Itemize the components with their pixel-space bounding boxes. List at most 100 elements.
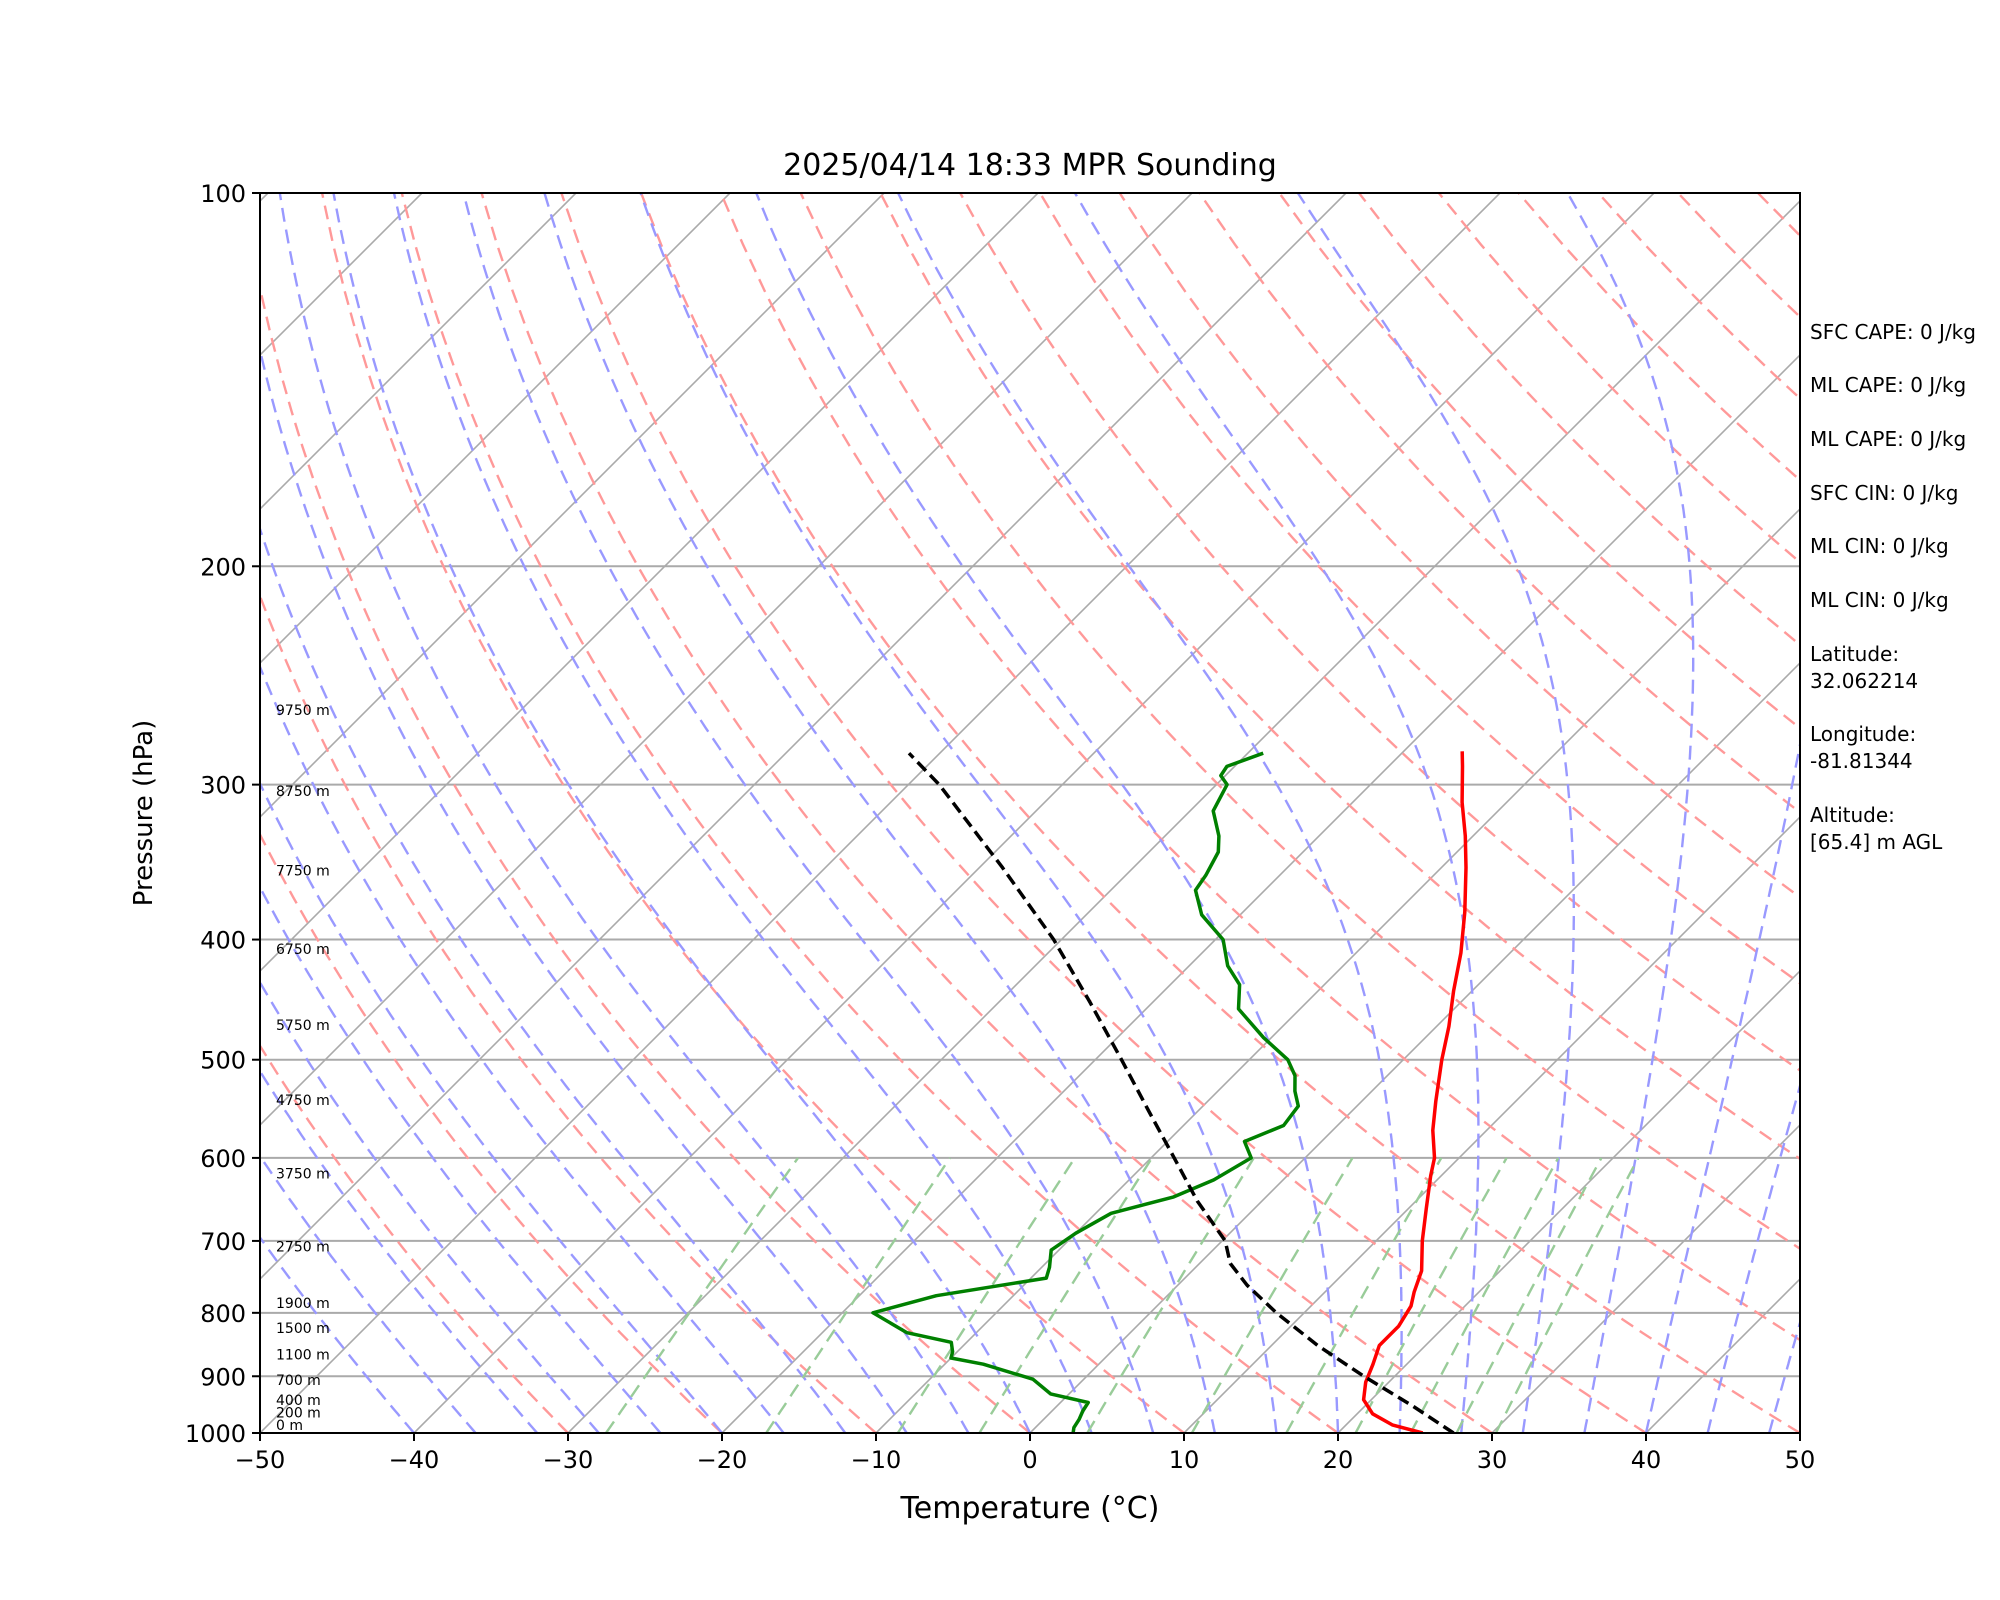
- x-tick-label: −50: [235, 1446, 286, 1474]
- isotherm: [260, 193, 731, 665]
- y-axis-label: Pressure (hPa): [129, 720, 159, 907]
- moist-adiabat: [332, 193, 1032, 1433]
- isotherm: [1183, 815, 1800, 1433]
- isotherm: [1491, 1123, 1800, 1433]
- x-tick-label: −40: [389, 1446, 440, 1474]
- height-label: 3750 m: [276, 1167, 330, 1183]
- x-tick-label: −20: [697, 1446, 748, 1474]
- x-tick-label: 50: [1785, 1446, 1816, 1474]
- dry-adiabat: [480, 193, 1493, 1433]
- ml-cin-text-2: ML CIN: 0 J/kg: [1810, 588, 1949, 612]
- moist-adiabat: [260, 780, 723, 1433]
- dry-adiabat: [260, 282, 1031, 1433]
- moist-adiabat: [1296, 193, 1576, 1433]
- mixing-ratio-line: [978, 1157, 1153, 1433]
- height-label: 9750 m: [276, 703, 330, 719]
- height-label: 1100 m: [276, 1347, 330, 1363]
- height-label: 200 m: [276, 1405, 321, 1421]
- altitude-value: [65.4] m AGL: [1810, 830, 1943, 854]
- series-temperature-line: [1361, 751, 1468, 1433]
- y-tick-label: 300: [200, 772, 246, 800]
- isotherm: [875, 507, 1800, 1433]
- mixing-ratio-line: [896, 1157, 1076, 1433]
- y-tick-label: 500: [200, 1047, 246, 1075]
- moist-adiabat: [278, 193, 970, 1433]
- moist-adiabat: [260, 1235, 415, 1433]
- height-label: 0 m: [276, 1418, 303, 1434]
- dry-adiabat: [260, 1043, 569, 1433]
- moist-adiabat: [260, 1069, 539, 1433]
- moist-adiabat: [392, 193, 1093, 1433]
- isotherm: [413, 193, 1655, 1433]
- mixing-ratio-line: [1494, 1157, 1640, 1433]
- moist-adiabat: [639, 193, 1278, 1433]
- y-tick-label: 200: [200, 553, 246, 581]
- x-tick-label: 30: [1477, 1446, 1508, 1474]
- moist-adiabat: [1768, 1318, 1800, 1433]
- height-label: 1900 m: [276, 1296, 330, 1312]
- y-tick-label: 100: [200, 180, 246, 208]
- latitude-value: 32.062214: [1810, 669, 1918, 693]
- isotherm: [567, 199, 1800, 1433]
- height-label: 5750 m: [276, 1018, 330, 1034]
- isotherm: [1337, 969, 1800, 1433]
- isotherm: [260, 193, 1347, 1281]
- dry-adiabat: [799, 193, 1800, 1251]
- ml-cin-text: ML CIN: 0 J/kg: [1810, 534, 1949, 558]
- y-tick-label: 900: [200, 1363, 246, 1391]
- y-tick-label: 700: [200, 1228, 246, 1256]
- mixing-ratio-line: [1086, 1157, 1255, 1433]
- moist-adiabat: [260, 980, 600, 1433]
- grid-layer: [260, 193, 1800, 1433]
- y-tick-label: 400: [200, 927, 246, 955]
- mixing-ratio-line: [1455, 1157, 1603, 1433]
- sfc-cin-text: SFC CIN: 0 J/kg: [1810, 481, 1958, 505]
- x-tick-label: 10: [1169, 1446, 1200, 1474]
- dry-adiabat: [959, 193, 1800, 1072]
- dry-adiabat: [879, 193, 1800, 1161]
- height-label: 4750 m: [276, 1093, 330, 1109]
- height-label: 2750 m: [276, 1240, 330, 1256]
- moist-adiabat: [462, 193, 1155, 1433]
- chart-title: 2025/04/14 18:33 MPR Sounding: [783, 148, 1277, 183]
- x-axis-label: Temperature (°C): [900, 1491, 1160, 1526]
- info-panel: SFC CAPE: 0 J/kg ML CAPE: 0 J/kg ML CAPE…: [1810, 320, 1976, 854]
- moist-adiabat: [1644, 738, 1800, 1433]
- mixing-ratio-line: [1285, 1157, 1443, 1433]
- height-label: 700 m: [276, 1373, 321, 1389]
- y-tick-label: 1000: [185, 1420, 246, 1448]
- moist-adiabat: [260, 1153, 477, 1433]
- ml-cape-text-2: ML CAPE: 0 J/kg: [1810, 427, 1966, 451]
- moist-adiabat: [260, 525, 847, 1433]
- isotherm: [260, 193, 1193, 1127]
- moist-adiabat: [543, 193, 1216, 1433]
- x-tick-label: −30: [543, 1446, 594, 1474]
- sfc-cape-text: SFC CAPE: 0 J/kg: [1810, 320, 1976, 344]
- mixing-ratio-line: [1409, 1157, 1560, 1433]
- ml-cape-text: ML CAPE: 0 J/kg: [1810, 373, 1966, 397]
- mixing-ratio-line: [765, 1157, 952, 1433]
- latitude-label: Latitude:: [1810, 642, 1899, 666]
- dry-adiabat: [719, 193, 1800, 1342]
- mixing-ratio-line: [605, 1157, 799, 1433]
- dry-adiabat: [560, 193, 1647, 1433]
- dry-adiabat: [320, 193, 1185, 1433]
- altitude-label: Altitude:: [1810, 803, 1895, 827]
- height-label: 400 m: [276, 1393, 321, 1409]
- mixing-ratio-line: [1190, 1157, 1354, 1433]
- moist-adiabat: [1073, 193, 1480, 1433]
- series-dewpoint-line: [871, 751, 1301, 1433]
- isotherm: [721, 353, 1800, 1433]
- ticks-layer: −50 −40 −30 −20 −10 0 10 20 30 40 50 100 200 300 400 50…: [185, 180, 1815, 1474]
- dry-adiabat: [639, 193, 1800, 1433]
- dry-adiabat: [260, 592, 877, 1433]
- isotherm: [260, 193, 1501, 1433]
- mixing-ratio-line: [1354, 1157, 1508, 1433]
- isotherm: [260, 193, 1039, 973]
- isotherm: [260, 193, 577, 511]
- x-tick-label: −10: [851, 1446, 902, 1474]
- y-tick-label: 800: [200, 1300, 246, 1328]
- x-tick-label: 0: [1022, 1446, 1037, 1474]
